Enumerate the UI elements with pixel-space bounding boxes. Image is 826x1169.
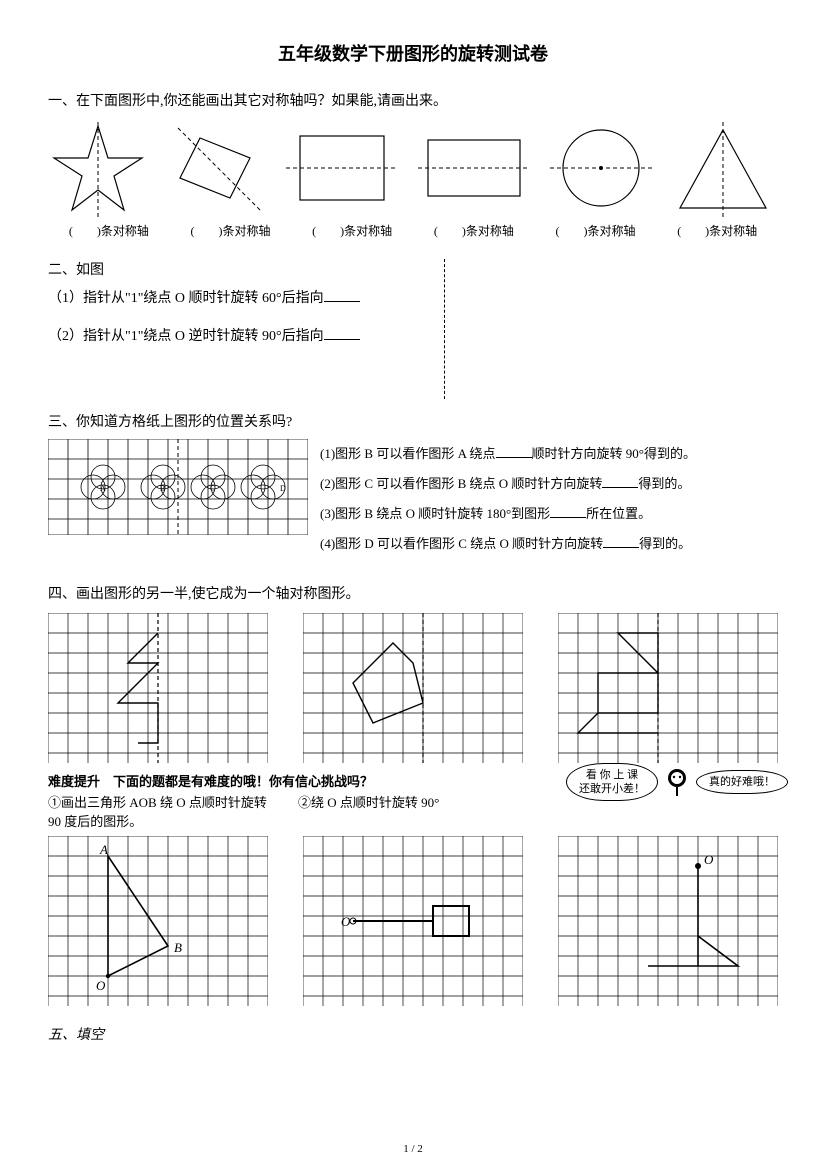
svg-text:A: A (99, 842, 108, 857)
q1-shapes-row (48, 118, 778, 218)
q2-item2: （2）指针从"1"绕点 O 逆时针旋转 90°后指向 (48, 325, 778, 345)
q3-grid: A B C D (48, 439, 308, 559)
sub-item-1: ①画出三角形 AOB 绕 O 点顺时针旋转 90 度后的图形。 (48, 792, 278, 830)
q2-blank-2[interactable] (324, 326, 360, 340)
svg-text:B: B (174, 940, 182, 955)
svg-text:C: C (210, 484, 215, 493)
q2-head: 二、如图 (48, 259, 778, 279)
q2-item2-text: （2）指针从"1"绕点 O 逆时针旋转 90°后指向 (48, 329, 324, 344)
page-number: 1 / 2 (0, 1143, 826, 1155)
q3-i2a: (2)图形 C 可以看作图形 B 绕点 O 顺时针方向旋转 (320, 476, 602, 491)
sub-item-2: ②绕 O 点顺时针旋转 90° (298, 792, 528, 830)
svg-text:O: O (96, 978, 106, 993)
shape-rhombus (160, 118, 270, 218)
q1-label-6: ( )条对称轴 (656, 222, 778, 239)
shape-square (282, 118, 402, 218)
difficulty-block: 难度提升 下面的题都是有难度的哦！你有信心挑战吗？ ①画出三角形 AOB 绕 O… (48, 771, 778, 830)
q1-label-1: ( )条对称轴 (48, 222, 170, 239)
svg-text:A: A (100, 484, 106, 493)
q1-label-3: ( )条对称轴 (291, 222, 413, 239)
q3-item2: (2)图形 C 可以看作图形 B 绕点 O 顺时针方向旋转 得到的。 (320, 469, 778, 499)
q2: 二、如图 （1）指针从"1"绕点 O 顺时针旋转 60°后指向 （2）指针从"1… (48, 259, 778, 399)
q3: 三、你知道方格纸上图形的位置关系吗? (48, 411, 778, 559)
q3-blank-4[interactable] (603, 534, 639, 548)
q4b-grid-2: O (303, 836, 523, 1006)
shape-rectangle (414, 118, 534, 218)
q3-i4a: (4)图形 D 可以看作图形 C 绕点 O 顺时针方向旋转 (320, 536, 603, 551)
q3-i1a: (1)图形 B 可以看作图形 A 绕点 (320, 446, 496, 461)
q3-item1: (1)图形 B 可以看作图形 A 绕点 顺时针方向旋转 90°得到的。 (320, 439, 778, 469)
q3-item3: (3)图形 B 绕点 O 顺时针旋转 180°到图形 所在位置。 (320, 499, 778, 529)
bubble-2: 真的好难哦！ (696, 770, 788, 794)
shape-triangle (668, 118, 778, 218)
q3-item4: (4)图形 D 可以看作图形 C 绕点 O 顺时针方向旋转 得到的。 (320, 529, 778, 559)
q5-head: 五、填空 (48, 1024, 778, 1044)
svg-text:O: O (341, 914, 351, 929)
q1-labels: ( )条对称轴 ( )条对称轴 ( )条对称轴 ( )条对称轴 ( )条对称轴 … (48, 222, 778, 239)
q1-label-4: ( )条对称轴 (413, 222, 535, 239)
q4-grid-3 (558, 613, 778, 763)
shape-circle (546, 118, 656, 218)
q2-blank-1[interactable] (324, 288, 360, 302)
svg-text:O: O (704, 852, 714, 867)
q3-head: 三、你知道方格纸上图形的位置关系吗? (48, 411, 778, 431)
q2-item1: （1）指针从"1"绕点 O 顺时针旋转 60°后指向 (48, 287, 778, 307)
q4-grids (48, 613, 778, 763)
q1-label-2: ( )条对称轴 (170, 222, 292, 239)
q3-i3a: (3)图形 B 绕点 O 顺时针旋转 180°到图形 (320, 506, 550, 521)
q3-i2b: 得到的。 (638, 476, 690, 491)
q4-grid-2 (303, 613, 523, 763)
q3-list: (1)图形 B 可以看作图形 A 绕点 顺时针方向旋转 90°得到的。 (2)图形… (320, 439, 778, 559)
q4b-grid-1: A B O (48, 836, 268, 1006)
q4b-grid-3: O (558, 836, 778, 1006)
bubble-1: 看 你 上 课 还敢开小差！ (566, 763, 658, 802)
q3-i3b: 所在位置。 (586, 506, 651, 521)
shape-star (48, 118, 148, 218)
svg-text:B: B (160, 484, 165, 493)
page-title: 五年级数学下册图形的旋转测试卷 (48, 40, 778, 66)
q4-grid-1 (48, 613, 268, 763)
q1-prompt: 一、在下面图形中,你还能画出其它对称轴吗？如果能,请画出来。 (48, 90, 778, 110)
q3-i4b: 得到的。 (639, 536, 691, 551)
q1-label-5: ( )条对称轴 (535, 222, 657, 239)
q4-head: 四、画出图形的另一半,使它成为一个轴对称图形。 (48, 583, 778, 603)
q3-blank-2[interactable] (602, 474, 638, 488)
character-icon (662, 764, 692, 800)
q3-blank-3[interactable] (550, 504, 586, 518)
q4: 四、画出图形的另一半,使它成为一个轴对称图形。 难度提升 下面的题都是有难度的哦… (48, 583, 778, 1006)
speech-bubbles: 看 你 上 课 还敢开小差！ 真的好难哦！ (566, 763, 788, 802)
q4b-grids: A B O O O (48, 836, 778, 1006)
q3-i1b: 顺时针方向旋转 90°得到的。 (532, 446, 696, 461)
q2-item1-text: （1）指针从"1"绕点 O 顺时针旋转 60°后指向 (48, 291, 324, 306)
svg-text:D: D (280, 484, 286, 493)
q3-blank-1[interactable] (496, 444, 532, 458)
q2-divider (444, 259, 445, 399)
